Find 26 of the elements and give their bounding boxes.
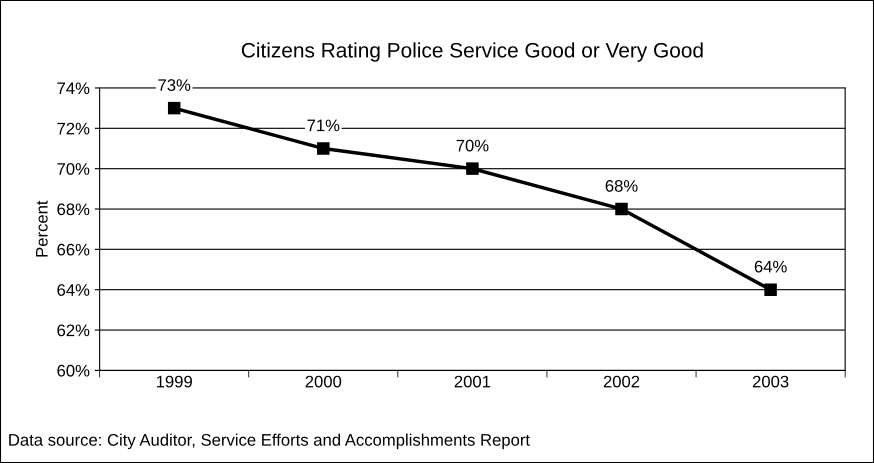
chart-title: Citizens Rating Police Service Good or Very Good (242, 42, 703, 62)
point (466, 162, 479, 175)
y-tick-label: 68% (57, 203, 90, 216)
text: 64% (754, 260, 787, 273)
x-tick-label: 1999 (156, 376, 192, 388)
point (764, 283, 777, 296)
text: 68% (606, 180, 638, 192)
point (615, 202, 628, 216)
x-tick-label: 2003 (752, 376, 788, 388)
y-tick-label: 64% (57, 284, 90, 296)
x-tick-label: 2002 (604, 376, 640, 388)
y-tick-label: 72% (57, 122, 90, 134)
point (168, 102, 180, 114)
source-note: Data source: City Auditor, Service Efforts and Accomplishments Report (9, 434, 530, 450)
y-tick-label: 62% (57, 324, 90, 336)
text: 73% (158, 79, 190, 91)
text: 70% (456, 140, 488, 152)
y-axis-title: Percent (36, 200, 48, 257)
y-tick-label: 66% (57, 244, 90, 256)
x-tick-label: 2000 (306, 376, 342, 388)
y-tick-label: 70% (57, 163, 90, 175)
text: 71% (307, 120, 340, 132)
x-tick-label: 2001 (454, 376, 490, 388)
y-tick-label: 60% (57, 364, 90, 377)
y-tick-label: 74% (57, 82, 90, 94)
point (317, 142, 330, 155)
